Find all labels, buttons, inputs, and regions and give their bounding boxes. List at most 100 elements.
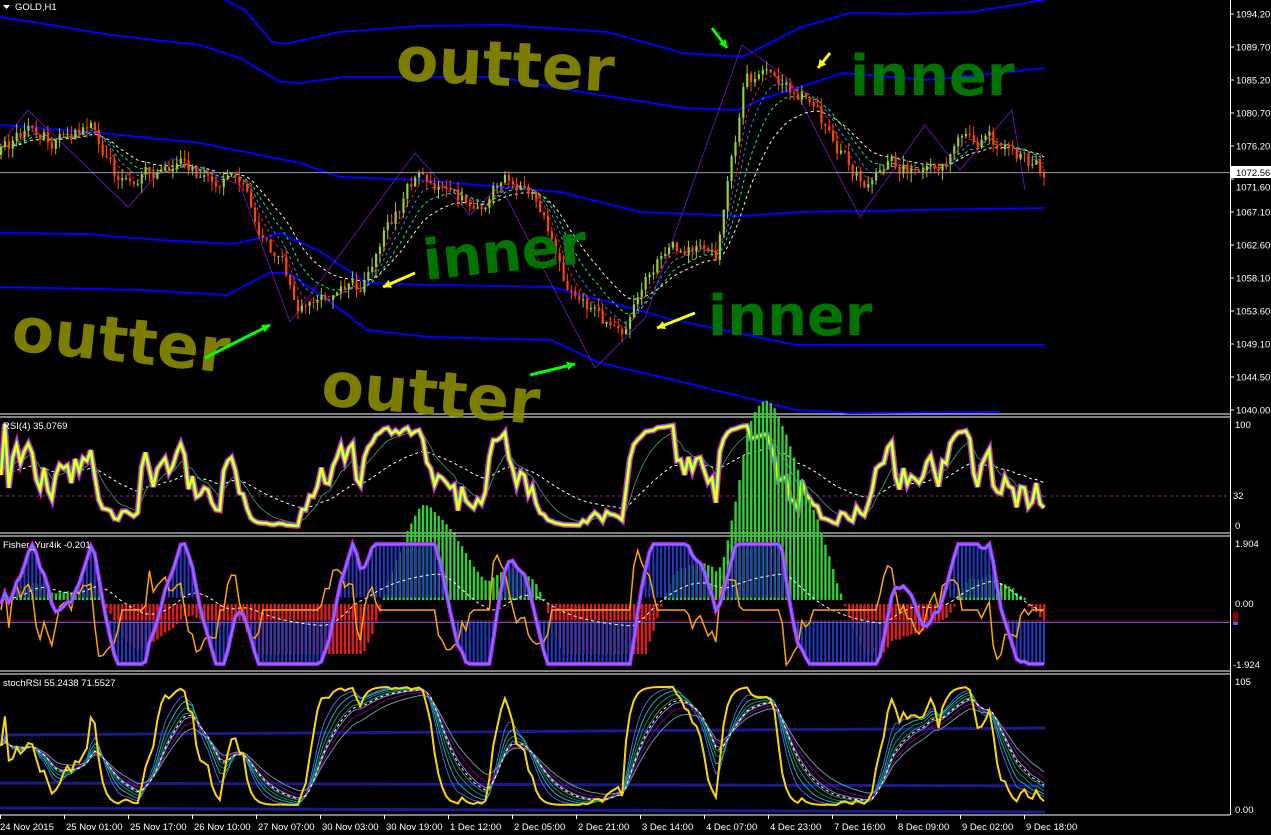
- fisher-area-bar: [511, 560, 514, 598]
- candle-body: [703, 245, 706, 249]
- candle-body: [152, 171, 155, 179]
- fisher-hist-down: [941, 604, 944, 621]
- triangle-down-icon[interactable]: [3, 5, 10, 9]
- candle-body: [1019, 153, 1022, 159]
- fisher-hist-up: [54, 593, 58, 600]
- fisher-area-bar: [89, 546, 92, 598]
- candle-body: [714, 250, 718, 261]
- time-axis[interactable]: 24 Nov 2015 25 Nov 01:00 25 Nov 17:00 26 No…: [0, 815, 1077, 833]
- fisher-area-bar: [277, 620, 280, 664]
- fisher-hist-down: [167, 604, 171, 631]
- stoch-signal-line: [0, 689, 1045, 801]
- candle-body: [835, 141, 839, 154]
- stochrsi-panel: [0, 685, 1046, 814]
- candle-body: [753, 78, 757, 83]
- stochrsi-level-max: 105: [1235, 677, 1251, 688]
- fisher-hist-up: [66, 591, 69, 600]
- price-tick-label: 1053.60: [1236, 307, 1270, 318]
- band-upper: [0, 16, 1046, 112]
- fisher-area-bar: [179, 544, 182, 598]
- candle-body: [66, 133, 69, 136]
- fisher-hist-up: [742, 455, 745, 600]
- fisher-area-bar: [398, 544, 401, 598]
- fisher-area-bar: [371, 547, 374, 598]
- candle-body: [511, 180, 514, 184]
- ma-blue: [0, 83, 1045, 324]
- fisher-area-bar: [1011, 620, 1014, 646]
- price-tick-label: 1094.20: [1236, 10, 1270, 21]
- candle-body: [347, 283, 350, 290]
- candle-body: [351, 280, 354, 284]
- candle-body: [917, 170, 921, 173]
- candle-body: [468, 202, 471, 206]
- fisher-hist-up: [1015, 593, 1019, 600]
- fisher-hist-down: [921, 604, 925, 631]
- fisher-area-bar: [117, 620, 120, 664]
- fisher-hist-up: [839, 593, 843, 600]
- candle-body: [253, 207, 257, 222]
- candle-body: [1035, 160, 1038, 165]
- stoch-smooth-line: [0, 688, 1045, 803]
- ma-white: [0, 110, 1045, 300]
- fisher-hist-down: [343, 604, 347, 654]
- candle-body: [808, 98, 811, 103]
- candle-body: [433, 183, 436, 190]
- candle-body: [285, 257, 288, 276]
- fisher-area-bar: [664, 544, 667, 598]
- fisher-hist-up: [710, 566, 714, 600]
- fisher-area-bar: [863, 620, 866, 664]
- time-tick-label: 30 Nov 19:00: [386, 822, 443, 833]
- fisher-hist-down: [222, 604, 226, 626]
- candle-body: [695, 246, 698, 252]
- candle-body: [394, 211, 397, 225]
- fisher-area-bar: [468, 620, 471, 664]
- candle-body: [980, 139, 983, 148]
- candle-body: [378, 246, 382, 254]
- ma-green: [0, 95, 1045, 315]
- candle-body: [726, 180, 729, 210]
- fisher-hist-down: [113, 604, 116, 624]
- fisher-hist-down: [335, 604, 339, 654]
- fisher-hist-down: [171, 604, 175, 629]
- fisher-area-bar: [226, 620, 229, 652]
- candle-body: [50, 142, 53, 149]
- candle-body: [250, 191, 253, 208]
- time-tick-label: 7 Dec 16:00: [834, 822, 885, 833]
- fisher-hist-up: [769, 403, 772, 600]
- fisher-hist-down: [1043, 604, 1046, 623]
- candle-body: [757, 74, 761, 79]
- fisher-area-bar: [800, 620, 803, 650]
- candle-body: [781, 83, 784, 85]
- fisher-hist-up: [480, 576, 483, 600]
- fisher-area-bar: [726, 575, 729, 598]
- fisher-area-bar: [42, 573, 45, 598]
- candle-body: [117, 176, 120, 181]
- candle-body: [132, 181, 136, 185]
- time-tick-label: 1 Dec 12:00: [450, 822, 501, 833]
- fisher-area-bar: [679, 544, 682, 598]
- fisher-hist-up: [761, 401, 765, 600]
- fisher-area-bar: [617, 620, 620, 664]
- candle-body: [437, 186, 440, 190]
- fisher-area-bar: [628, 620, 631, 664]
- fisher-area-bar: [257, 620, 260, 664]
- fisher-hist-down: [214, 604, 218, 625]
- price-axis[interactable]: 1094.20 1089.70 1085.20 1080.70 1076.20 1071.…: [1230, 10, 1270, 417]
- candle-body: [265, 237, 268, 240]
- candle-body: [527, 186, 530, 194]
- candle-body: [339, 286, 343, 293]
- candle-body: [417, 171, 421, 178]
- fisher-area-bar: [550, 620, 553, 664]
- candle-body: [140, 174, 143, 184]
- candle-body: [562, 262, 565, 282]
- arrow-head-icon: [718, 39, 727, 48]
- fisher-area-bar: [78, 583, 81, 598]
- time-tick-label: 25 Nov 17:00: [130, 822, 187, 833]
- fisher-area-bar: [441, 572, 444, 598]
- fisher-area-bar: [964, 544, 967, 598]
- candle-body: [863, 181, 866, 188]
- candle-body: [109, 157, 112, 159]
- fisher-area-bar: [648, 551, 651, 598]
- candle-body: [902, 164, 905, 174]
